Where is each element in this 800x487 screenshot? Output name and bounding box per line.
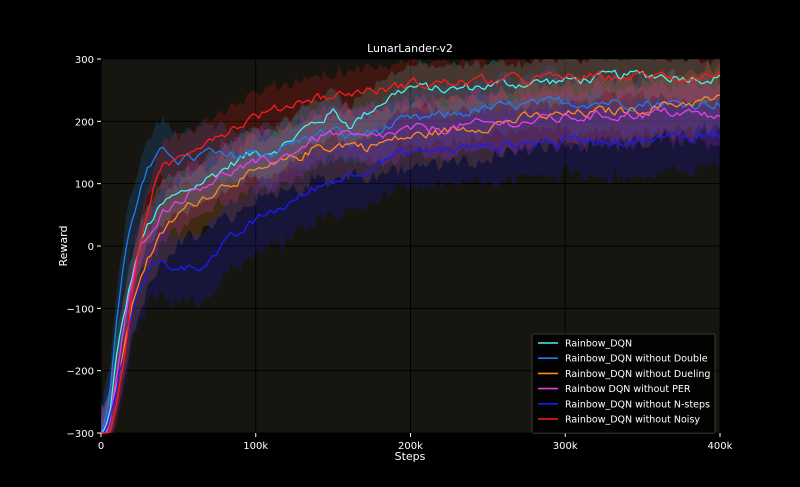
legend-label: Rainbow_DQN without Dueling: [565, 369, 710, 380]
confidence-band: [101, 75, 720, 434]
y-tick-label: 100: [75, 180, 94, 191]
x-axis-label: Steps: [395, 450, 426, 463]
x-tick-label: 200k: [398, 441, 423, 452]
legend-label: Rainbow_DQN without Double: [565, 354, 708, 365]
series-line: [101, 131, 721, 434]
x-tick-label: 100k: [243, 441, 268, 452]
series-line: [101, 70, 721, 434]
legend-label: Rainbow_DQN without Noisy: [565, 415, 700, 426]
y-tick-label: 300: [75, 55, 94, 66]
series-line: [101, 107, 721, 434]
y-axis-label: Reward: [57, 226, 70, 267]
y-tick-label: −200: [67, 367, 94, 378]
confidence-band: [101, 59, 720, 433]
series-line: [101, 94, 721, 434]
y-tick-label: 200: [75, 117, 94, 128]
legend-label: Rainbow_DQN without N-steps: [565, 399, 710, 410]
legend-label: Rainbow_DQN: [565, 339, 632, 350]
x-tick-label: 300k: [553, 441, 578, 452]
confidence-band: [101, 65, 720, 434]
series-line: [100, 69, 721, 434]
confidence-band: [101, 92, 720, 434]
series-line: [100, 95, 721, 434]
legend-box: [531, 333, 716, 434]
legend-label: Rainbow DQN without PER: [565, 384, 691, 395]
y-tick-label: −100: [67, 304, 94, 315]
series-lines: [100, 69, 721, 434]
y-tick-label: 0: [88, 242, 94, 253]
x-tick-label: 400k: [708, 441, 733, 452]
confidence-band: [101, 60, 720, 433]
x-tick-label: 0: [98, 441, 104, 452]
axes: 0 100k 200k 300k 400k −300 −200 −100 0 100 200 300: [67, 55, 733, 452]
legend: Rainbow_DQN Rainbow_DQN without Double Rai…: [531, 333, 716, 434]
chart-title: LunarLander-v2: [367, 42, 453, 55]
y-tick-label: −300: [67, 429, 94, 440]
